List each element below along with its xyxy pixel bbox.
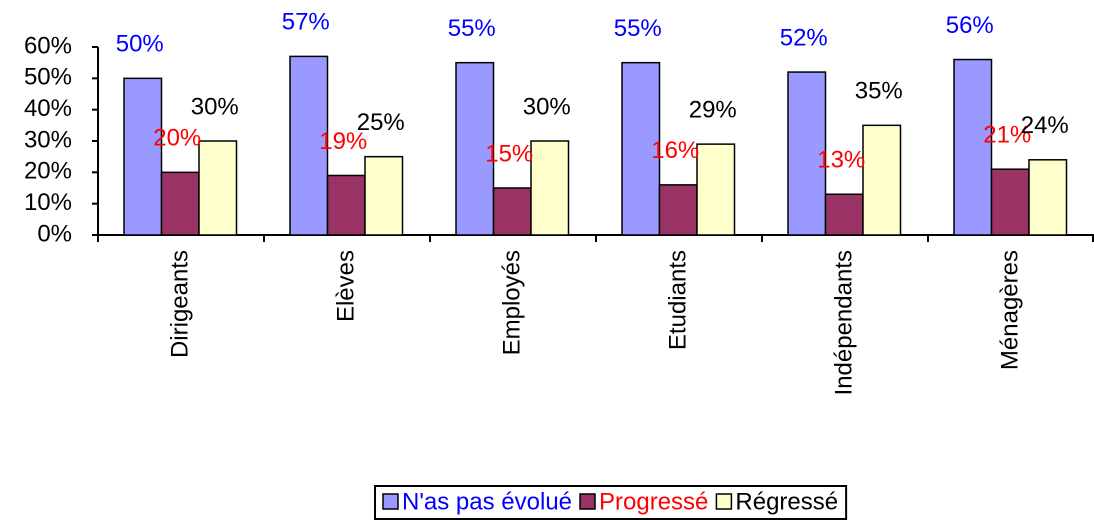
data-label: 24% (1021, 112, 1069, 139)
legend-label: N'as pas évolué (402, 488, 572, 515)
data-label: 19% (319, 128, 367, 155)
data-label: 25% (357, 109, 405, 136)
x-tick-label: Employés (498, 250, 525, 355)
data-label: 30% (191, 93, 239, 120)
x-tick-label: Dirigeants (166, 250, 193, 358)
y-tick-label: 20% (24, 158, 72, 185)
bar (621, 61, 661, 236)
data-label: 30% (523, 93, 571, 120)
legend-box (374, 485, 848, 520)
bar (289, 55, 329, 236)
data-label: 56% (946, 12, 994, 39)
bar (123, 77, 163, 236)
y-tick-label: 50% (24, 64, 72, 91)
bar (160, 171, 200, 236)
bar (824, 193, 864, 236)
bar (990, 168, 1030, 236)
bar (326, 174, 366, 236)
y-tick-label: 10% (24, 189, 72, 216)
y-tick-label: 0% (37, 220, 72, 247)
x-tick-label: Elèves (332, 250, 359, 322)
legend-swatch (579, 493, 596, 510)
data-label: 16% (651, 137, 699, 164)
data-label: 35% (855, 78, 903, 105)
data-label: 13% (817, 147, 865, 174)
data-label: 15% (485, 140, 533, 167)
bar (1028, 159, 1068, 236)
data-label: 29% (689, 96, 737, 123)
bar (862, 124, 902, 236)
legend-label: Régressé (735, 488, 838, 515)
legend-label: Progressé (599, 488, 708, 515)
y-tick-label: 60% (24, 32, 72, 59)
y-tick-label: 40% (24, 95, 72, 122)
x-tick-label: Ménagères (996, 250, 1023, 370)
bar (658, 184, 698, 236)
legend-swatch (382, 493, 399, 510)
data-label: 55% (448, 15, 496, 42)
bar (787, 71, 827, 236)
bar (530, 140, 570, 236)
bar (364, 155, 404, 236)
bar (492, 187, 532, 236)
data-label: 20% (153, 125, 201, 152)
x-tick-label: Etudiants (664, 250, 691, 350)
bar (455, 61, 495, 236)
bar (953, 58, 993, 236)
bar (198, 140, 238, 236)
data-label: 52% (780, 24, 828, 51)
y-tick-label: 30% (24, 126, 72, 153)
data-label: 55% (614, 15, 662, 42)
data-label: 57% (282, 9, 330, 36)
data-label: 21% (983, 122, 1031, 149)
data-label: 50% (116, 31, 164, 58)
bar (696, 143, 736, 236)
legend-swatch (715, 493, 733, 510)
x-tick-label: Indépendants (830, 250, 857, 395)
